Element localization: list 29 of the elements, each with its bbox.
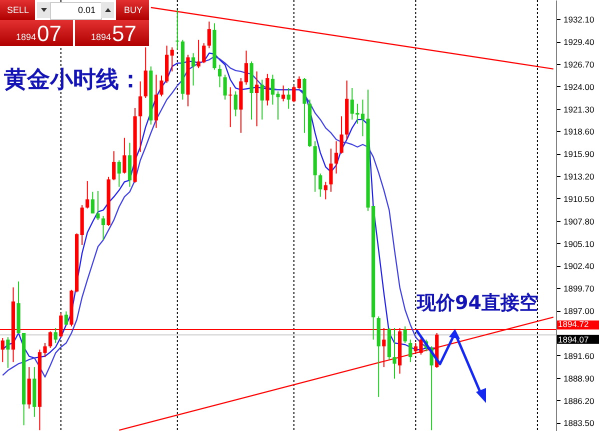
y-tick-label: 1897.00: [564, 306, 594, 316]
y-tick-label: 1888.90: [564, 373, 594, 384]
annotation: 0.01: [78, 5, 96, 15]
annotation: SELL: [7, 5, 30, 15]
y-tick-label: 1921.30: [564, 104, 594, 114]
y-tick-label: 1886.20: [564, 396, 594, 406]
y-tick-label: 1929.40: [564, 37, 594, 48]
annotation: 现价94直接空: [417, 291, 538, 316]
y-tick-label: 1883.50: [564, 418, 594, 428]
y-tick-label: 1918.60: [564, 126, 594, 137]
ref-line-label: 1894.72: [558, 319, 589, 330]
annotation: 1894: [91, 32, 112, 42]
y-tick-label: 1913.20: [564, 172, 594, 182]
y-tick-label: 1932.10: [564, 14, 594, 25]
annotation: 07: [37, 21, 62, 47]
text: 黄金小时线：: [4, 66, 142, 95]
y-tick-label: 1910.50: [564, 194, 594, 204]
ref-line-label: 1894.07: [558, 334, 589, 344]
annotation: 57: [112, 21, 136, 47]
annotation: 1894: [16, 32, 36, 42]
y-tick-label: 1899.70: [564, 284, 594, 294]
y-tick-label: 1902.40: [564, 261, 594, 272]
y-tick-label: 1907.80: [564, 216, 594, 226]
y-tick-label: 1926.70: [564, 59, 594, 70]
y-tick-label: 1915.90: [564, 149, 594, 160]
y-tick-label: 1891.60: [564, 350, 594, 361]
y-tick-label: 1905.10: [564, 238, 594, 249]
annotation: BUY: [124, 5, 143, 15]
y-tick-label: 1924.00: [564, 82, 594, 92]
